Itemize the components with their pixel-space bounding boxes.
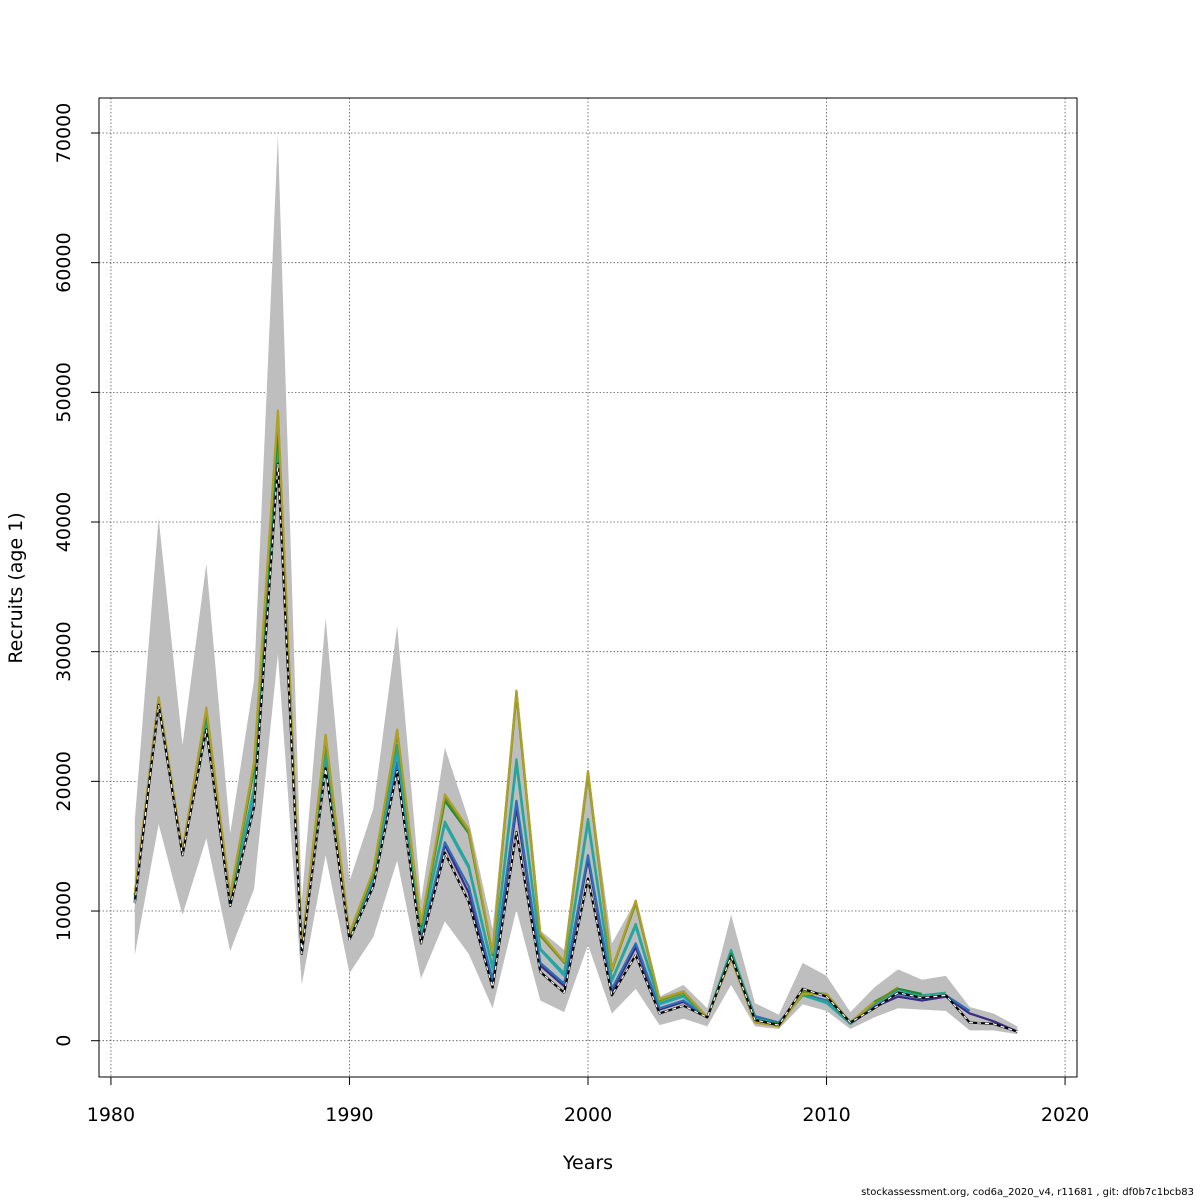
y-tick-label: 20000 xyxy=(53,751,75,811)
y-tick-label: 30000 xyxy=(53,621,75,681)
y-tick-label: 60000 xyxy=(53,232,75,292)
x-tick-label: 2010 xyxy=(802,1104,850,1126)
series-line-dash xyxy=(134,463,1018,1033)
footer-credit: stockassessment.org, cod6a_2020_v4, r116… xyxy=(861,1187,1194,1198)
x-tick-label: 2020 xyxy=(1041,1104,1089,1126)
series-lines xyxy=(133,409,1018,1033)
y-axis: 0 10000 20000 30000 40000 50000 60000 70000 xyxy=(53,103,100,1047)
y-tick-label: 0 xyxy=(53,1035,75,1047)
y-tick-label: 10000 xyxy=(53,881,75,941)
y-axis-label: Recruits (age 1) xyxy=(5,512,27,663)
x-tick-label: 2000 xyxy=(564,1104,612,1126)
x-axis-label: Years xyxy=(562,1152,613,1174)
x-tick-label: 1980 xyxy=(87,1104,135,1126)
y-tick-label: 50000 xyxy=(53,362,75,422)
y-tick-label: 70000 xyxy=(53,103,75,163)
x-tick-label: 1990 xyxy=(325,1104,373,1126)
x-axis: 1980 1990 2000 2010 2020 xyxy=(87,1076,1089,1126)
y-tick-label: 40000 xyxy=(53,492,75,552)
